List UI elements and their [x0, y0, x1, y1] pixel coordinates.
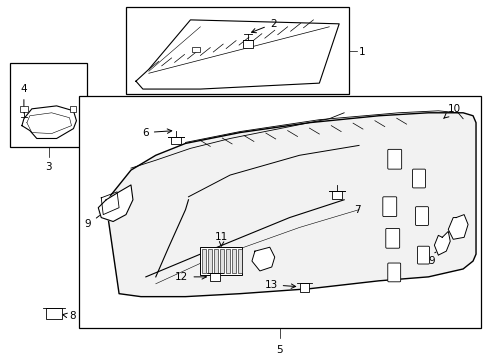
Bar	[214, 249, 218, 273]
Text: 12: 12	[175, 272, 206, 282]
Bar	[202, 249, 206, 273]
Bar	[171, 136, 180, 144]
Bar	[126, 7, 349, 94]
FancyBboxPatch shape	[386, 229, 400, 248]
Bar	[232, 249, 236, 273]
Bar	[243, 40, 253, 48]
Bar	[208, 249, 212, 273]
Text: 9: 9	[85, 212, 104, 229]
Bar	[210, 273, 220, 281]
Bar	[20, 106, 28, 112]
FancyBboxPatch shape	[413, 169, 425, 188]
Polygon shape	[22, 106, 76, 139]
FancyBboxPatch shape	[416, 207, 428, 225]
Polygon shape	[448, 215, 468, 239]
Bar	[46, 309, 62, 319]
Bar	[10, 63, 87, 147]
Polygon shape	[136, 20, 339, 89]
Text: 10: 10	[443, 104, 462, 118]
Text: 8: 8	[63, 311, 76, 321]
Text: 7: 7	[354, 204, 361, 215]
Polygon shape	[106, 113, 476, 297]
Bar	[193, 46, 200, 53]
FancyBboxPatch shape	[383, 197, 397, 217]
Bar	[79, 96, 481, 328]
Bar	[332, 191, 342, 199]
Bar	[71, 106, 76, 112]
Polygon shape	[252, 247, 275, 271]
Text: 13: 13	[265, 280, 295, 290]
Text: 11: 11	[215, 232, 228, 246]
Bar	[220, 249, 224, 273]
Text: 5: 5	[276, 345, 283, 355]
FancyBboxPatch shape	[417, 246, 429, 264]
Bar	[299, 283, 310, 292]
Polygon shape	[98, 185, 133, 221]
Polygon shape	[434, 231, 450, 255]
Bar	[200, 247, 242, 275]
Bar	[226, 249, 230, 273]
Text: 9: 9	[428, 250, 439, 266]
Text: 6: 6	[142, 127, 172, 138]
Text: 2: 2	[251, 19, 276, 33]
Bar	[238, 249, 242, 273]
FancyBboxPatch shape	[388, 149, 402, 169]
Text: 4: 4	[21, 84, 27, 113]
Text: 1: 1	[359, 48, 366, 58]
Text: 3: 3	[46, 162, 52, 172]
FancyBboxPatch shape	[388, 263, 401, 282]
